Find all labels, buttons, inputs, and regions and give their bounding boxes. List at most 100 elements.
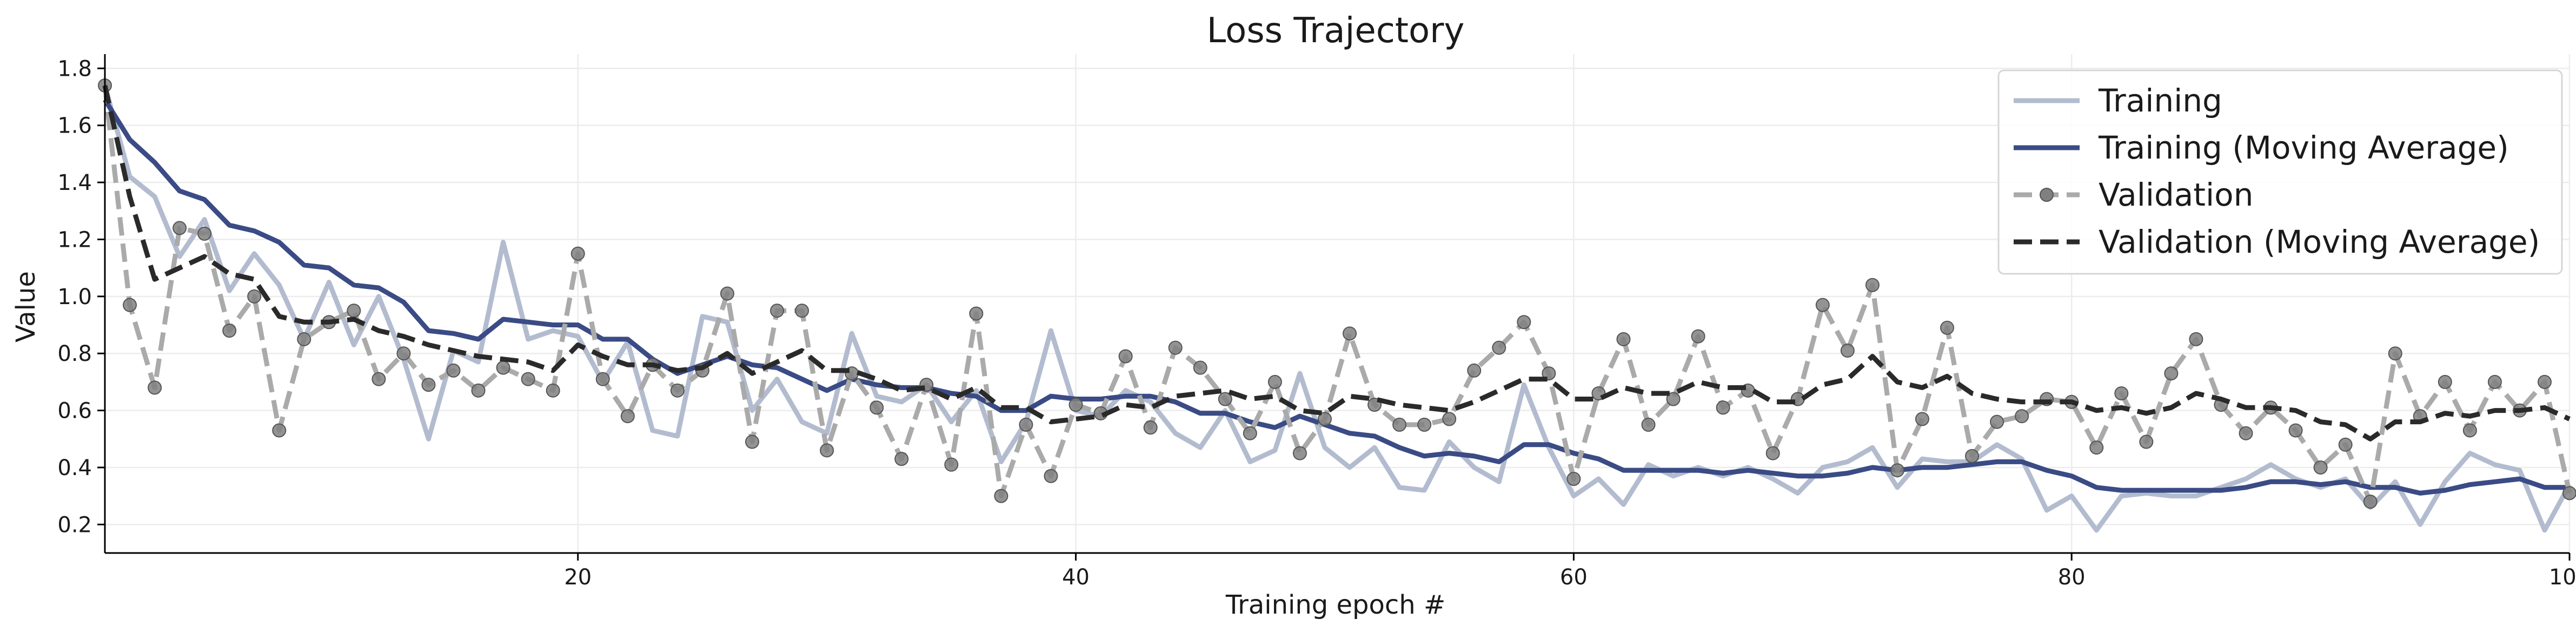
validation-point bbox=[2537, 374, 2552, 389]
validation-point bbox=[1641, 417, 1656, 432]
validation-point bbox=[1168, 340, 1183, 355]
validation-point bbox=[1143, 420, 1158, 435]
validation-point bbox=[1267, 374, 1282, 389]
legend-label: Training (Moving Average) bbox=[2098, 129, 2509, 166]
validation-point bbox=[247, 289, 262, 304]
validation-point bbox=[620, 409, 635, 424]
validation-point bbox=[770, 304, 785, 318]
validation-point bbox=[148, 380, 162, 395]
validation-point bbox=[2438, 374, 2452, 389]
legend-box bbox=[1997, 69, 2563, 275]
validation-point bbox=[720, 286, 735, 301]
y-tick-label: 1.8 bbox=[57, 56, 92, 81]
x-tick-label: 20 bbox=[564, 565, 592, 590]
validation-point bbox=[1890, 463, 1904, 478]
validation-point bbox=[2462, 423, 2477, 438]
axes: 20 40 60 80 100 0.2 0.4 0.6 0.8 1.0 1.2 1.4 1.6 1.8 bbox=[57, 54, 2576, 590]
x-tick-label: 80 bbox=[2058, 565, 2086, 590]
y-tick-label: 0.8 bbox=[57, 341, 92, 366]
validation-point bbox=[2338, 437, 2353, 452]
y-tick-label: 0.4 bbox=[57, 456, 92, 480]
validation-point bbox=[2189, 332, 2203, 346]
validation-point bbox=[595, 372, 610, 386]
validation-point bbox=[1542, 366, 1556, 381]
validation-point bbox=[2363, 495, 2378, 509]
validation-point bbox=[1915, 412, 1929, 426]
validation-point bbox=[421, 378, 436, 392]
validation-point bbox=[745, 435, 760, 449]
y-tick-label: 1.4 bbox=[57, 170, 92, 195]
validation-point bbox=[1118, 349, 1133, 364]
validation-point bbox=[2388, 346, 2402, 361]
validation-point bbox=[1840, 343, 1855, 358]
series-line-training bbox=[102, 84, 2572, 533]
validation-point bbox=[1343, 326, 1357, 341]
validation-point bbox=[1566, 472, 1581, 486]
validation-point bbox=[2288, 423, 2303, 438]
validation-point bbox=[670, 383, 685, 398]
validation-point bbox=[969, 306, 984, 321]
validation-point bbox=[521, 372, 535, 386]
y-tick-label: 0.2 bbox=[57, 512, 92, 537]
validation-point bbox=[123, 298, 137, 312]
validation-point bbox=[1990, 414, 2004, 429]
validation-point bbox=[1765, 446, 1780, 460]
legend: Training Training (Moving Average) Validat… bbox=[1997, 69, 2563, 275]
validation-point bbox=[1243, 426, 1257, 440]
plot-series bbox=[98, 78, 2576, 533]
validation-point bbox=[496, 360, 510, 375]
validation-point bbox=[1940, 320, 1954, 335]
validation-point bbox=[1691, 329, 1705, 344]
x-tick-label: 100 bbox=[2549, 565, 2576, 590]
validation-point bbox=[1492, 340, 1506, 355]
validation-point bbox=[2015, 409, 2029, 424]
y-tick-label: 0.6 bbox=[57, 399, 92, 424]
validation-point bbox=[1019, 417, 1033, 432]
validation-point bbox=[446, 363, 461, 378]
validation-point bbox=[1193, 360, 1207, 375]
x-axis-label: Training epoch # bbox=[1225, 590, 1445, 620]
legend-label: Training bbox=[2098, 82, 2222, 119]
series-line-training-moving-average bbox=[103, 98, 2570, 496]
validation-point bbox=[1517, 315, 1531, 330]
y-tick-label: 1.0 bbox=[57, 285, 92, 310]
validation-point bbox=[820, 443, 834, 458]
validation-point bbox=[297, 332, 311, 346]
validation-point bbox=[1218, 392, 1232, 406]
validation-point bbox=[1292, 446, 1307, 460]
y-tick-label: 1.2 bbox=[57, 227, 92, 252]
validation-point bbox=[396, 346, 411, 361]
validation-point bbox=[1317, 412, 1332, 426]
validation-point bbox=[1044, 469, 1058, 483]
validation-point bbox=[869, 400, 884, 415]
validation-point bbox=[1068, 398, 1083, 412]
legend-label: Validation (Moving Average) bbox=[2099, 223, 2540, 260]
validation-point bbox=[272, 423, 287, 438]
validation-point bbox=[2313, 460, 2328, 475]
validation-point bbox=[994, 489, 1008, 503]
validation-point bbox=[1616, 332, 1631, 346]
series-line-validation bbox=[102, 85, 2572, 504]
validation-point bbox=[2487, 374, 2502, 389]
validation-point bbox=[222, 324, 237, 338]
validation-point bbox=[1965, 449, 1980, 463]
validation-point bbox=[172, 221, 187, 235]
validation-point bbox=[570, 246, 585, 261]
validation-point bbox=[1815, 298, 1830, 312]
validation-point bbox=[944, 457, 959, 472]
validation-point bbox=[197, 226, 212, 241]
validation-point bbox=[1467, 363, 1482, 378]
legend-label: Validation bbox=[2099, 176, 2253, 213]
validation-point bbox=[894, 452, 909, 466]
x-tick-label: 60 bbox=[1560, 565, 1588, 590]
validation-point bbox=[2239, 426, 2253, 440]
chart-title: Loss Trajectory bbox=[1207, 11, 1465, 51]
y-tick-label: 1.6 bbox=[57, 114, 92, 139]
validation-point bbox=[371, 372, 386, 386]
validation-point bbox=[2562, 486, 2576, 501]
validation-point bbox=[795, 304, 809, 318]
validation-point bbox=[546, 383, 560, 398]
validation-point bbox=[347, 304, 361, 318]
validation-point bbox=[2164, 366, 2179, 381]
